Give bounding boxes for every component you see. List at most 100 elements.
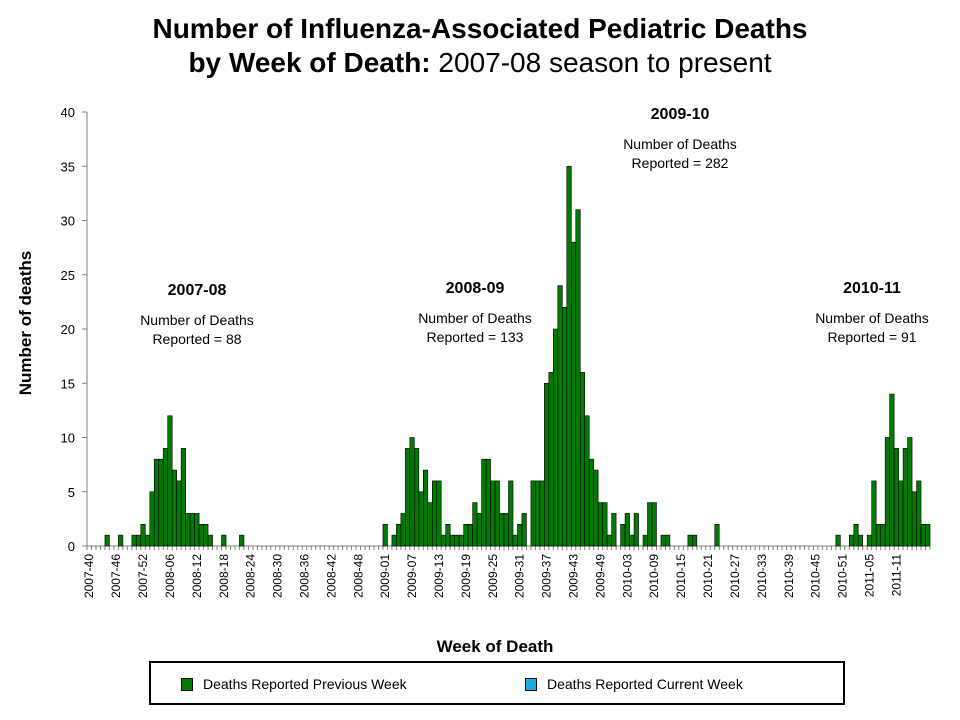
bar-previous-week	[584, 415, 590, 547]
bar-previous-week	[144, 534, 151, 547]
bar-previous-week	[476, 513, 482, 547]
bar-previous-week	[521, 513, 527, 547]
x-tick-label: 2009-13	[432, 554, 446, 598]
bar-previous-week	[414, 448, 420, 547]
bar-previous-week	[467, 523, 473, 547]
legend-swatch-previous	[181, 677, 193, 691]
bar-previous-week	[647, 502, 653, 547]
bar-previous-week	[239, 534, 245, 547]
bar-previous-week	[902, 448, 908, 547]
bar-previous-week	[149, 491, 155, 547]
bar-previous-week	[162, 448, 169, 547]
x-tick-label: 2010-09	[647, 554, 661, 598]
x-tick-label: 2010-33	[755, 554, 769, 598]
bar-previous-week	[512, 534, 518, 547]
x-tick-label: 2010-45	[809, 554, 823, 598]
bar-previous-week	[611, 513, 617, 547]
x-tick-label: 2008-48	[351, 554, 365, 598]
bar-previous-week	[884, 437, 890, 547]
bar-previous-week	[907, 437, 913, 547]
title-line-2-rest: 2007-08 season to present	[430, 47, 772, 78]
bar-previous-week	[431, 480, 438, 547]
y-tick-label: 20	[61, 322, 75, 337]
bar-previous-week	[158, 458, 164, 547]
bar-previous-week	[660, 534, 666, 547]
bar-previous-week	[651, 502, 657, 547]
x-tick-label: 2010-03	[620, 554, 634, 598]
bar-previous-week	[391, 534, 397, 547]
x-tick-label: 2011-05	[862, 554, 876, 597]
x-tick-label: 2007-52	[136, 554, 150, 598]
bar-previous-week	[916, 480, 922, 547]
bar-previous-week	[575, 209, 581, 547]
bar-previous-week	[562, 306, 568, 547]
bar-previous-week	[889, 393, 895, 547]
x-tick-label: 2009-19	[459, 554, 473, 598]
bar-previous-week	[396, 523, 402, 547]
bar-previous-week	[548, 372, 554, 547]
x-tick-label: 2008-18	[217, 554, 231, 598]
bar-previous-week	[481, 458, 487, 547]
deaths-label-line1: Number of Deaths	[623, 136, 737, 152]
bar-previous-week	[194, 513, 200, 547]
x-tick-label: 2010-27	[728, 554, 742, 598]
x-tick-label: 2010-21	[701, 554, 715, 598]
y-tick-label: 30	[61, 214, 75, 229]
x-tick-label: 2009-25	[486, 554, 500, 598]
y-axis-label: Number of deaths	[16, 251, 35, 396]
bar-previous-week	[427, 502, 433, 547]
bar-previous-week	[207, 534, 213, 547]
bar-previous-week	[535, 480, 541, 547]
bar-previous-week	[458, 534, 464, 547]
y-tick-label: 15	[61, 376, 75, 391]
bar-previous-week	[871, 480, 877, 547]
y-tick-label: 5	[68, 485, 75, 500]
bar-previous-week	[153, 458, 160, 547]
x-tick-label: 2009-31	[513, 554, 527, 598]
bar-previous-week	[911, 491, 917, 547]
bar-previous-week	[494, 480, 500, 547]
bar-previous-week	[553, 328, 559, 547]
x-tick-label: 2009-37	[540, 554, 554, 598]
season-label: 2008-09	[446, 280, 505, 297]
x-tick-label: 2008-42	[324, 554, 338, 598]
bar-previous-week	[409, 437, 415, 547]
deaths-label-line2: Reported = 91	[827, 329, 916, 345]
bar-previous-week	[920, 523, 926, 547]
bar-previous-week	[499, 513, 505, 547]
bar-previous-week	[445, 523, 451, 547]
bar-previous-week	[853, 523, 859, 547]
y-tick-label: 0	[68, 539, 75, 554]
deaths-label-line1: Number of Deaths	[140, 312, 254, 328]
x-tick-label: 2008-24	[244, 554, 258, 598]
bar-previous-week	[642, 534, 648, 547]
x-tick-label: 2009-01	[378, 554, 392, 598]
bar-previous-week	[687, 534, 693, 547]
bar-previous-week	[104, 534, 110, 547]
deaths-label-line2: Reported = 88	[152, 331, 241, 347]
bar-previous-week	[436, 480, 442, 547]
bar-previous-week	[198, 523, 204, 547]
title-line-1: Number of Influenza-Associated Pediatric…	[152, 13, 808, 44]
bar-previous-week	[400, 513, 406, 547]
season-annotations: 2007-08 Number of Deaths Reported = 88 2008…	[140, 106, 929, 347]
legend-item-current: Deaths Reported Current Week	[525, 676, 743, 692]
bar-previous-week	[221, 534, 227, 547]
x-tick-label: 2008-30	[271, 554, 285, 598]
bar-previous-week	[620, 523, 626, 547]
x-tick-label: 2010-39	[782, 554, 796, 598]
y-tick-label: 35	[61, 159, 75, 174]
bar-previous-week	[544, 382, 550, 547]
bar-previous-week	[557, 285, 563, 547]
bar-previous-week	[835, 534, 841, 547]
bar-previous-week	[624, 513, 630, 547]
legend-item-previous: Deaths Reported Previous Week	[181, 676, 407, 692]
bar-previous-week	[440, 534, 447, 547]
title-line-2: by Week of Death: 2007-08 season to pres…	[0, 46, 960, 80]
bar-previous-week	[875, 523, 881, 547]
y-tick-label: 10	[61, 431, 75, 446]
chart-title: Number of Influenza-Associated Pediatric…	[0, 12, 960, 80]
bar-previous-week	[382, 523, 388, 547]
x-tick-label: 2010-15	[674, 554, 688, 598]
season-label: 2010-11	[843, 280, 901, 297]
